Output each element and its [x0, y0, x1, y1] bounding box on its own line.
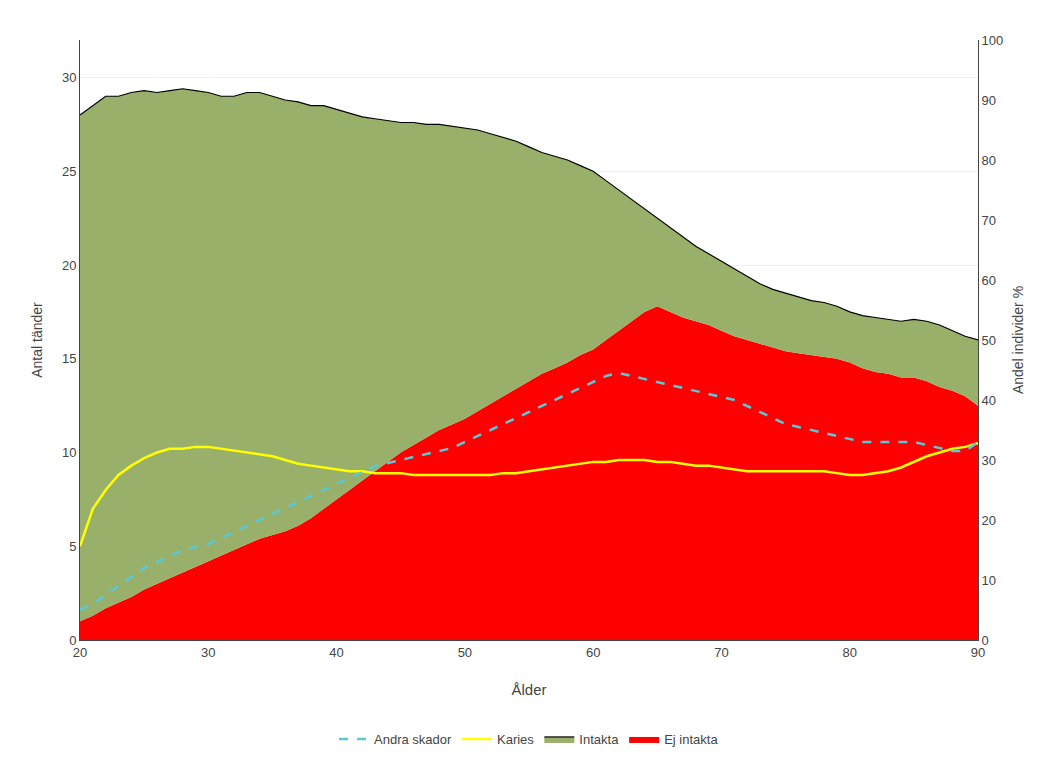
- svg-text:40: 40: [982, 393, 996, 408]
- svg-text:5: 5: [69, 539, 76, 554]
- svg-text:30: 30: [201, 645, 215, 660]
- svg-text:60: 60: [586, 645, 600, 660]
- svg-text:Ej intakta: Ej intakta: [664, 732, 718, 747]
- svg-text:50: 50: [982, 333, 996, 348]
- svg-text:80: 80: [982, 153, 996, 168]
- svg-text:90: 90: [982, 93, 996, 108]
- svg-text:30: 30: [62, 70, 76, 85]
- svg-text:Antal tänder: Antal tänder: [29, 302, 45, 378]
- svg-text:0: 0: [69, 633, 76, 648]
- svg-text:Intakta: Intakta: [579, 732, 619, 747]
- svg-text:10: 10: [62, 445, 76, 460]
- svg-text:30: 30: [982, 453, 996, 468]
- svg-text:70: 70: [982, 213, 996, 228]
- svg-text:60: 60: [982, 273, 996, 288]
- svg-text:0: 0: [982, 633, 989, 648]
- svg-text:15: 15: [62, 351, 76, 366]
- svg-text:40: 40: [329, 645, 343, 660]
- svg-text:90: 90: [971, 645, 985, 660]
- svg-text:Andel individer %: Andel individer %: [1010, 286, 1026, 394]
- svg-text:70: 70: [714, 645, 728, 660]
- svg-text:10: 10: [982, 573, 996, 588]
- svg-text:Ålder: Ålder: [511, 681, 546, 698]
- svg-text:20: 20: [73, 645, 87, 660]
- svg-text:50: 50: [458, 645, 472, 660]
- svg-text:Andra skador: Andra skador: [374, 732, 452, 747]
- svg-text:100: 100: [982, 33, 1004, 48]
- svg-text:Karies: Karies: [497, 732, 534, 747]
- svg-text:25: 25: [62, 164, 76, 179]
- svg-text:20: 20: [62, 258, 76, 273]
- svg-text:80: 80: [842, 645, 856, 660]
- svg-text:20: 20: [982, 513, 996, 528]
